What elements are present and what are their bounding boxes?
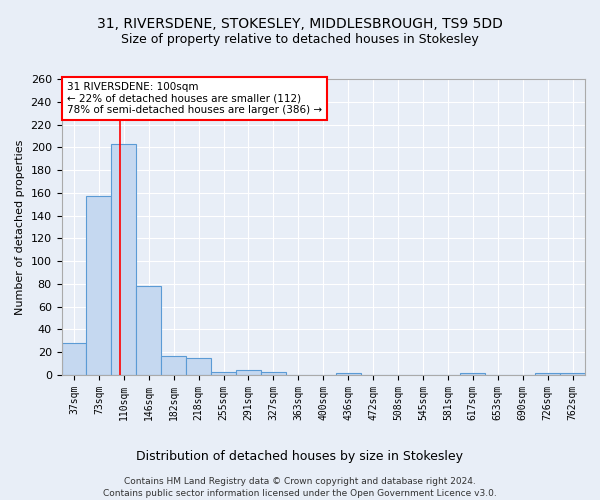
Bar	[460, 373, 485, 375]
Bar	[62, 343, 86, 375]
Text: Size of property relative to detached houses in Stokesley: Size of property relative to detached ho…	[121, 32, 479, 46]
Bar	[236, 370, 261, 375]
Bar	[112, 144, 136, 375]
Bar	[336, 373, 361, 375]
Bar	[86, 196, 112, 375]
Text: 31 RIVERSDENE: 100sqm
← 22% of detached houses are smaller (112)
78% of semi-det: 31 RIVERSDENE: 100sqm ← 22% of detached …	[67, 82, 322, 115]
Text: Distribution of detached houses by size in Stokesley: Distribution of detached houses by size …	[137, 450, 464, 463]
Y-axis label: Number of detached properties: Number of detached properties	[15, 140, 25, 314]
Bar	[560, 373, 585, 375]
Bar	[161, 356, 186, 375]
Text: 31, RIVERSDENE, STOKESLEY, MIDDLESBROUGH, TS9 5DD: 31, RIVERSDENE, STOKESLEY, MIDDLESBROUGH…	[97, 18, 503, 32]
Bar	[186, 358, 211, 375]
Bar	[211, 372, 236, 375]
Bar	[136, 286, 161, 375]
Text: Contains HM Land Registry data © Crown copyright and database right 2024.: Contains HM Land Registry data © Crown c…	[124, 478, 476, 486]
Text: Contains public sector information licensed under the Open Government Licence v3: Contains public sector information licen…	[103, 489, 497, 498]
Bar	[261, 372, 286, 375]
Bar	[535, 373, 560, 375]
